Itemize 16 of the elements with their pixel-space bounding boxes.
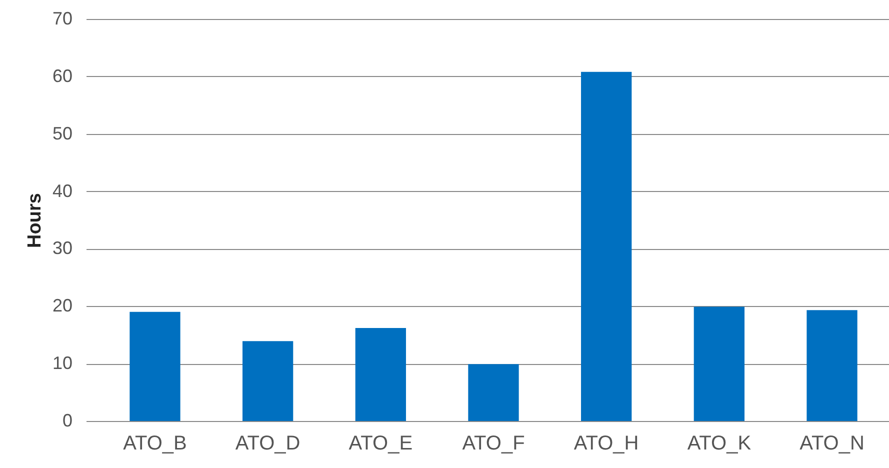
y-tick-label: 70 xyxy=(52,8,72,28)
y-tick-label: 40 xyxy=(52,180,72,201)
x-tick-label: ATO_D xyxy=(235,432,300,454)
x-tick-label: ATO_F xyxy=(462,432,525,454)
y-tick-label: 0 xyxy=(62,410,72,430)
y-axis-title: Hours xyxy=(24,193,46,248)
x-tick-label: ATO_B xyxy=(123,432,187,454)
y-tick-label: 50 xyxy=(52,123,72,144)
y-tick-label: 10 xyxy=(52,353,72,374)
x-tick-label: ATO_E xyxy=(348,432,413,454)
x-tick-label: ATO_K xyxy=(687,432,752,454)
y-tick-label: 60 xyxy=(52,66,72,86)
y-tick-label: 20 xyxy=(52,296,72,316)
x-tick-label: ATO_H xyxy=(574,432,639,454)
x-tick-label: ATO_N xyxy=(800,432,864,454)
y-tick-label: 30 xyxy=(52,238,72,258)
